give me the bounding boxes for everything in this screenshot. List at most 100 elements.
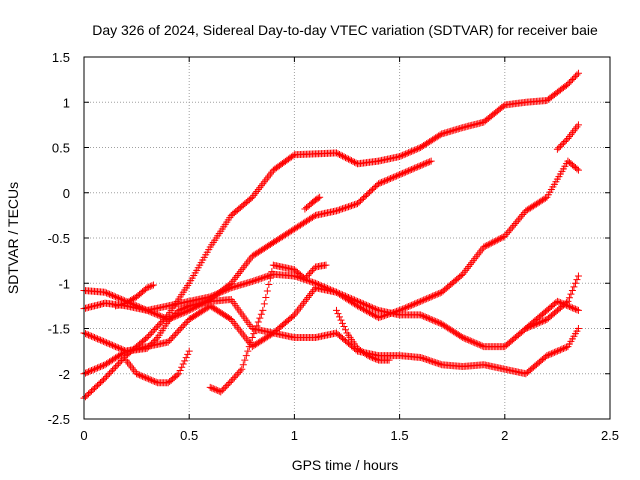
data-point [555, 144, 563, 152]
series-track-2 [80, 157, 435, 323]
data-point [98, 362, 106, 370]
data-point [517, 212, 525, 220]
data-point [562, 136, 570, 144]
data-point [178, 363, 186, 371]
data-point [481, 242, 489, 250]
data-point [358, 299, 366, 307]
data-point [332, 306, 340, 314]
data-point [468, 337, 476, 345]
data-point [555, 346, 563, 354]
data-point [253, 276, 261, 284]
series-track-8 [206, 261, 330, 396]
data-point [83, 391, 91, 399]
data-point [469, 338, 477, 346]
data-point [411, 146, 419, 154]
data-point [173, 371, 181, 379]
data-point [139, 372, 147, 380]
data-point [160, 314, 168, 322]
data-point [346, 202, 354, 210]
data-point [248, 277, 256, 285]
data-point [115, 294, 123, 302]
data-point [564, 80, 572, 88]
data-point [82, 369, 90, 377]
data-point [340, 323, 348, 331]
data-point [256, 275, 264, 283]
data-point [427, 357, 435, 365]
y-tick-label: 0 [63, 186, 70, 201]
data-point [266, 274, 274, 282]
data-point [106, 290, 114, 298]
data-point [397, 170, 405, 178]
data-point [409, 147, 417, 155]
data-point [155, 321, 163, 329]
data-point [360, 194, 368, 202]
data-point [561, 344, 569, 352]
data-point [414, 145, 422, 153]
series-track-11 [522, 297, 582, 332]
data-point [460, 334, 468, 342]
data-point [382, 176, 390, 184]
data-point [106, 340, 114, 348]
data-point [82, 393, 90, 401]
data-point [423, 295, 431, 303]
data-point [423, 314, 431, 322]
data-point [489, 238, 497, 246]
data-point [375, 180, 383, 188]
data-point [169, 313, 177, 321]
data-point [178, 305, 186, 313]
data-point [166, 336, 174, 344]
data-point [104, 371, 112, 379]
data-point [100, 376, 108, 384]
data-point [310, 212, 318, 220]
data-point [185, 347, 193, 355]
data-point [496, 235, 504, 243]
data-point [397, 152, 405, 160]
data-point [487, 239, 495, 247]
data-point [376, 179, 384, 187]
data-point [400, 169, 408, 177]
data-point [370, 184, 378, 192]
data-point [157, 312, 165, 320]
data-point [421, 313, 429, 321]
y-tick-labels: -2.5 -2 -1.5 -1 -0.5 0 0.5 1 1.5 [48, 50, 70, 427]
data-point [373, 356, 381, 364]
data-point [385, 175, 393, 183]
data-point [354, 200, 362, 208]
data-point [409, 165, 417, 173]
data-point [140, 373, 148, 381]
data-point [571, 305, 579, 313]
data-point [348, 295, 356, 303]
data-point [107, 291, 115, 299]
data-point [109, 341, 117, 349]
data-point [220, 287, 228, 295]
data-point [483, 241, 491, 249]
data-point [206, 383, 214, 391]
data-point [354, 297, 362, 305]
data-point [179, 322, 187, 330]
data-point [265, 281, 273, 289]
data-point [217, 388, 225, 396]
data-point [158, 313, 166, 321]
data-point [116, 295, 124, 303]
data-point [399, 151, 407, 159]
data-point [511, 220, 519, 228]
data-point [351, 296, 359, 304]
data-point [429, 316, 437, 324]
data-point [552, 348, 560, 356]
data-point [227, 377, 235, 385]
data-point [101, 374, 109, 382]
data-point [110, 365, 118, 373]
data-point [549, 349, 557, 357]
data-point [112, 363, 120, 371]
data-point [345, 293, 353, 301]
data-point [399, 169, 407, 177]
data-point [573, 71, 581, 79]
y-axis-label: SDTVAR / TECUs [5, 182, 21, 294]
data-point [372, 312, 380, 320]
data-point [176, 306, 184, 314]
data-point [430, 292, 438, 300]
data-point [373, 306, 381, 314]
data-point [573, 276, 581, 284]
data-point [493, 236, 501, 244]
